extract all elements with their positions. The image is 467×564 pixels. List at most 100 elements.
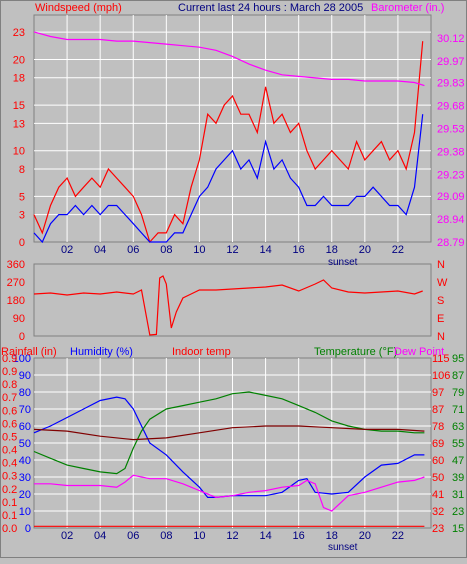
rainfall-tick-label: 0.3 bbox=[2, 471, 17, 483]
dewpoint-tick-label: 71 bbox=[452, 404, 464, 416]
compass-tick-label: N bbox=[437, 331, 445, 343]
dewpoint-tick-label: 39 bbox=[452, 472, 464, 484]
direction-tick-label: 270 bbox=[7, 277, 25, 289]
dewpoint-axis-label: Dew Point bbox=[394, 346, 444, 358]
humidity-tick-label: 30 bbox=[19, 472, 31, 484]
barometer-tick-label: 29.09 bbox=[437, 191, 465, 203]
dewpoint-tick-label: 87 bbox=[452, 370, 464, 382]
humidity-tick-label: 100 bbox=[13, 353, 31, 365]
temperature-tick-label: 69 bbox=[432, 438, 444, 450]
windspeed-tick-label: 23 bbox=[13, 27, 25, 39]
barometer-tick-label: 29.23 bbox=[437, 170, 465, 182]
humidity-tick-label: 40 bbox=[19, 455, 31, 467]
rainfall-tick-label: 0.6 bbox=[2, 418, 17, 430]
x-tick-label-bottom: 18 bbox=[326, 530, 338, 542]
compass-tick-label: E bbox=[437, 313, 444, 325]
indoor-temp-label: Indoor temp bbox=[172, 346, 231, 358]
windspeed-tick-label: 15 bbox=[13, 100, 25, 112]
x-tick-label-top: 14 bbox=[259, 244, 271, 256]
rainfall-tick-label: 0.1 bbox=[2, 510, 17, 522]
x-tick-label-bottom: 08 bbox=[160, 530, 172, 542]
dewpoint-tick-label: 15 bbox=[452, 523, 464, 535]
humidity-axis-label: Humidity (%) bbox=[70, 346, 133, 358]
barometer-axis-label: Barometer (in.) bbox=[371, 2, 444, 14]
barometer-tick-label: 29.83 bbox=[437, 77, 465, 89]
barometer-tick-label: 30.12 bbox=[437, 33, 465, 45]
windspeed-tick-label: 18 bbox=[13, 73, 25, 85]
x-tick-label-bottom: 16 bbox=[293, 530, 305, 542]
rainfall-tick-label: 0.7 bbox=[2, 392, 17, 404]
dewpoint-tick-label: 31 bbox=[452, 489, 464, 501]
humidity-tick-label: 50 bbox=[19, 438, 31, 450]
x-tick-label-top: 06 bbox=[127, 244, 139, 256]
humidity-tick-label: 0 bbox=[25, 523, 31, 535]
rainfall-tick-label: 0.0 bbox=[2, 523, 17, 535]
x-tick-label-top: 04 bbox=[94, 244, 106, 256]
dewpoint-tick-label: 55 bbox=[452, 438, 464, 450]
x-tick-label-bottom: 02 bbox=[61, 530, 73, 542]
barometer-tick-label: 29.97 bbox=[437, 56, 465, 68]
dewpoint-tick-label: 23 bbox=[452, 506, 464, 518]
direction-tick-label: 90 bbox=[13, 313, 25, 325]
rainfall-tick-label: 0.4 bbox=[2, 445, 17, 457]
x-tick-label-bottom: 06 bbox=[127, 530, 139, 542]
temperature-tick-label: 50 bbox=[432, 472, 444, 484]
series-line-wind-direction bbox=[33, 275, 423, 336]
windspeed-tick-label: 5 bbox=[19, 191, 25, 203]
barometer-tick-label: 28.79 bbox=[437, 237, 465, 249]
windspeed-tick-label: 10 bbox=[13, 146, 25, 158]
humidity-tick-label: 80 bbox=[19, 387, 31, 399]
series-line-indoor-temp bbox=[33, 425, 425, 441]
rainfall-tick-label: 0.1 bbox=[2, 497, 17, 509]
direction-panel bbox=[33, 263, 432, 337]
humidity-tick-label: 60 bbox=[19, 421, 31, 433]
rainfall-tick-label: 0.8 bbox=[2, 379, 17, 391]
humidity-tick-label: 10 bbox=[19, 506, 31, 518]
windspeed-tick-label: 0 bbox=[19, 237, 25, 249]
chart-title: Current last 24 hours : March 28 2005 bbox=[178, 2, 363, 14]
temperature-tick-label: 41 bbox=[432, 489, 444, 501]
compass-tick-label: W bbox=[437, 277, 448, 289]
temperature-tick-label: 60 bbox=[432, 455, 444, 467]
series-line-windspeed-blue bbox=[33, 114, 424, 244]
x-tick-label-top: 22 bbox=[392, 244, 404, 256]
barometer-tick-label: 29.68 bbox=[437, 100, 465, 112]
rainfall-tick-label: 0.2 bbox=[2, 484, 17, 496]
windspeed-tick-label: 20 bbox=[13, 54, 25, 66]
barometer-tick-label: 28.94 bbox=[437, 214, 465, 226]
x-tick-label-top: 18 bbox=[326, 244, 338, 256]
temperature-tick-label: 106 bbox=[432, 370, 450, 382]
barometer-tick-label: 29.53 bbox=[437, 124, 465, 136]
x-tick-label-top: 10 bbox=[193, 244, 205, 256]
direction-tick-label: 0 bbox=[19, 331, 25, 343]
x-tick-label-top: 12 bbox=[226, 244, 238, 256]
series-line-temperature-f bbox=[33, 391, 425, 475]
temperature-tick-label: 32 bbox=[432, 506, 444, 518]
humidity-tick-label: 20 bbox=[19, 489, 31, 501]
direction-tick-label: 360 bbox=[7, 259, 25, 271]
series-line-windspeed-mph bbox=[33, 41, 424, 244]
sunset-label-bottom: sunset bbox=[328, 542, 358, 553]
rainfall-tick-label: 0.9 bbox=[2, 353, 17, 365]
dewpoint-tick-label: 63 bbox=[452, 421, 464, 433]
dewpoint-tick-label: 95 bbox=[452, 353, 464, 365]
x-tick-label-bottom: 12 bbox=[226, 530, 238, 542]
windspeed-tick-label: 8 bbox=[19, 164, 25, 176]
rainfall-tick-label: 0.5 bbox=[2, 431, 17, 443]
x-tick-label-bottom: 14 bbox=[259, 530, 271, 542]
humidity-tick-label: 70 bbox=[19, 404, 31, 416]
x-tick-label-top: 16 bbox=[293, 244, 305, 256]
temperature-tick-label: 78 bbox=[432, 421, 444, 433]
x-tick-label-top: 20 bbox=[359, 244, 371, 256]
rainfall-tick-label: 0.9 bbox=[2, 366, 17, 378]
sunset-label-top: sunset bbox=[328, 257, 358, 268]
dewpoint-tick-label: 47 bbox=[452, 455, 464, 467]
dewpoint-tick-label: 79 bbox=[452, 387, 464, 399]
temperature-tick-label: 23 bbox=[432, 523, 444, 535]
temperature-axis-label: Temperature (°F) bbox=[314, 346, 397, 358]
temperature-tick-label: 115 bbox=[432, 353, 450, 365]
x-tick-label-bottom: 10 bbox=[193, 530, 205, 542]
rainfall-axis-label: Rainfall (in) bbox=[1, 346, 57, 358]
compass-tick-label: N bbox=[437, 259, 445, 271]
